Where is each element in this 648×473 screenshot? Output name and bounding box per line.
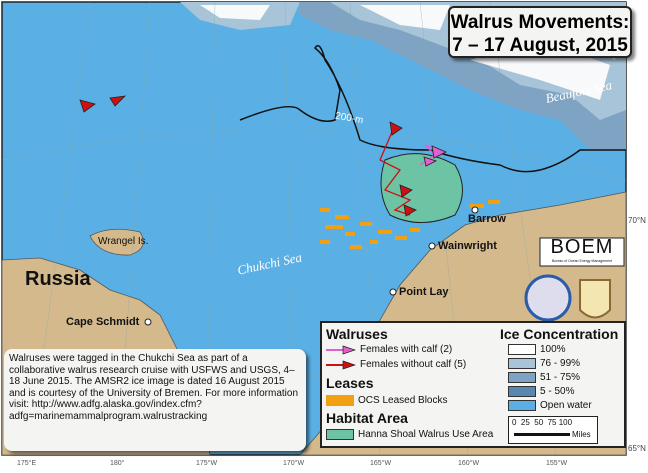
lon-tick: 175°W: [196, 460, 218, 467]
legend-leases-heading: Leases: [326, 375, 374, 391]
legend-hanna-shoal: Hanna Shoal Walrus Use Area: [326, 429, 493, 440]
label-point-lay: Point Lay: [399, 286, 449, 298]
lat-tick: 65°N: [627, 444, 647, 453]
label-wrangel: Wrangel Is.: [98, 236, 149, 247]
info-text-box: Walruses were tagged in the Chukchi Sea …: [4, 349, 306, 451]
title-line1: Walrus Movements:: [450, 12, 630, 33]
female-calf-marker: [423, 156, 438, 167]
walrus-markers: [79, 95, 447, 217]
title-line2: 7 – 17 August, 2015: [452, 35, 628, 56]
legend-ice-heading: Ice Concentration: [500, 326, 619, 342]
label-barrow: Barrow: [468, 213, 506, 225]
ocs-lease-blocks: [320, 200, 500, 249]
boem-logo: [524, 237, 625, 322]
lon-tick: 160°W: [458, 460, 480, 467]
scale-ticks: 0 25 50 75 100: [512, 418, 573, 427]
boem-logo-subtitle: Bureau of Ocean Energy Management: [552, 259, 612, 263]
legend-walruses-heading: Walruses: [326, 326, 388, 342]
200m-depth-contour: [239, 45, 626, 173]
legend-females-without-calf: Females without calf (5): [326, 359, 466, 370]
female-no-calf-marker: [389, 121, 403, 136]
legend-open-water: Open water: [508, 400, 592, 411]
pink-arrow-icon: [326, 345, 356, 354]
legend-habitat-heading: Habitat Area: [326, 410, 408, 426]
legend-females-with-calf: Females with calf (2): [326, 344, 452, 355]
legend-ice-76-99: 76 - 99%: [508, 358, 580, 369]
label-cape-schmidt: Cape Schmidt: [66, 316, 140, 328]
lon-tick: 170°W: [283, 460, 305, 467]
legend-ice-100: 100%: [508, 344, 566, 355]
lon-tick: 175°E: [17, 460, 37, 467]
legend-label: OCS Leased Blocks: [358, 395, 448, 406]
town-markers: [144, 206, 479, 326]
label-russia: Russia: [25, 268, 91, 290]
female-no-calf-marker: [109, 95, 127, 107]
female-calf-marker: [431, 145, 447, 159]
scale-bar: 0 25 50 75 100 Miles: [508, 416, 598, 444]
boem-logo-text: BOEM: [550, 236, 614, 258]
lon-tick: 180°: [110, 460, 125, 467]
female-no-calf-marker: [403, 204, 417, 217]
lat-tick: 70°N: [627, 216, 647, 225]
legend-ocs-blocks: OCS Leased Blocks: [326, 395, 448, 406]
scale-unit: Miles: [572, 430, 591, 439]
legend-ice-51-75: 51 - 75%: [508, 372, 580, 383]
lon-tick: 155°W: [546, 460, 568, 467]
map-title: Walrus Movements: 7 – 17 August, 2015: [448, 6, 632, 58]
map-legend: Walruses Females with calf (2) Females w…: [320, 321, 626, 448]
female-no-calf-marker: [79, 99, 96, 113]
legend-label: Females without calf (5): [360, 359, 467, 370]
legend-ice-5-50: 5 - 50%: [508, 386, 574, 397]
lon-tick: 165°W: [370, 460, 392, 467]
red-arrow-icon: [326, 360, 356, 369]
legend-label: Females with calf (2): [360, 344, 453, 355]
legend-label: Hanna Shoal Walrus Use Area: [358, 429, 494, 440]
label-wainwright: Wainwright: [438, 240, 497, 252]
female-no-calf-marker: [399, 184, 413, 198]
